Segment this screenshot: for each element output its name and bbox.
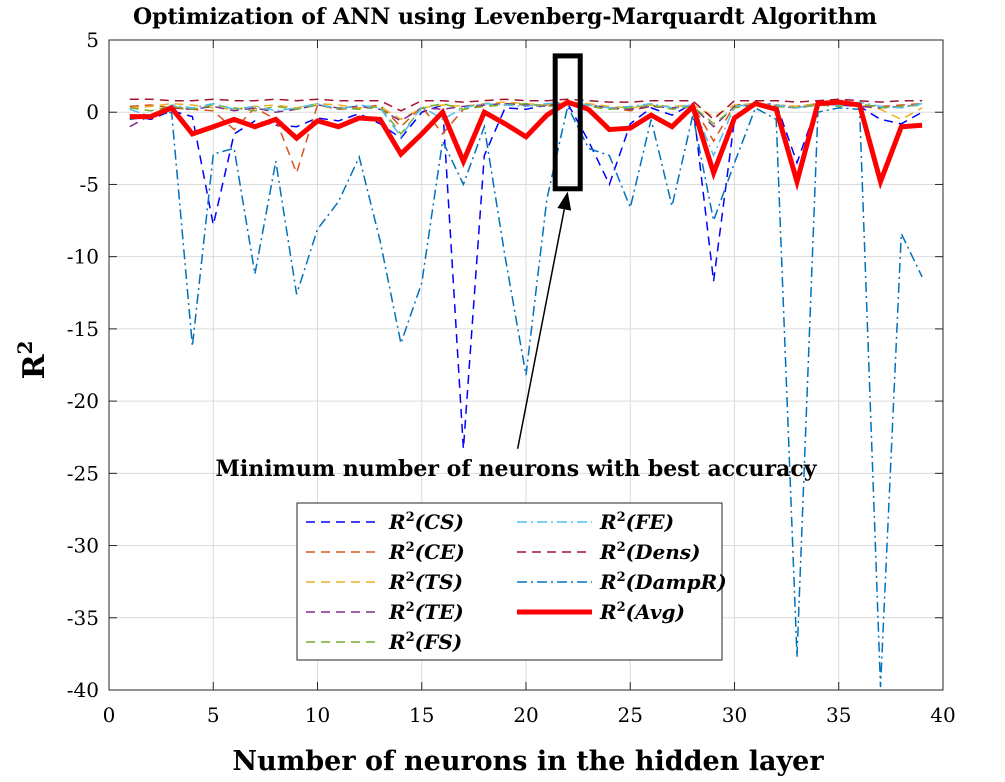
series-line-fe <box>129 101 923 158</box>
x-tick-label: 20 <box>513 703 538 727</box>
legend-label-arg: (DampR) <box>626 570 727 594</box>
legend-label-te: R2(TE) <box>388 600 464 624</box>
legend-label-base: R <box>388 510 406 534</box>
y-tick-label: -5 <box>80 172 99 196</box>
chart-title: Optimization of ANN using Levenberg-Marq… <box>133 4 877 30</box>
y-axis-label: R2 <box>13 341 52 380</box>
x-tick-label: 25 <box>618 703 643 727</box>
x-tick-label: 15 <box>409 703 434 727</box>
y-tick-label: 5 <box>86 28 99 52</box>
legend-label-arg: (CE) <box>415 540 465 564</box>
legend-label-avg: R2(Avg) <box>599 600 685 624</box>
legend-label-base: R <box>599 600 617 624</box>
annotation: Minimum number of neurons with best accu… <box>215 53 818 482</box>
series-line-fs <box>129 102 923 136</box>
legend-label-base: R <box>599 570 617 594</box>
legend-label-sup: 2 <box>406 570 415 585</box>
legend: R2(CS)R2(CE)R2(TS)R2(TE)R2(FS)R2(FE)R2(D… <box>296 502 727 661</box>
legend-label-ts: R2(TS) <box>388 570 463 594</box>
x-tick-label: 30 <box>722 703 747 727</box>
legend-label-fe: R2(FE) <box>599 510 674 534</box>
legend-label-sup: 2 <box>406 540 415 555</box>
series-line-dampr <box>129 104 923 688</box>
series-line-avg <box>129 99 923 191</box>
x-axis-label: Number of neurons in the hidden layer <box>232 746 824 777</box>
x-tick-label: 5 <box>207 703 220 727</box>
x-tick-label: 10 <box>305 703 330 727</box>
legend-items: R2(CS)R2(CE)R2(TS)R2(TE)R2(FS)R2(FE)R2(D… <box>306 510 727 654</box>
axis-ticks: 0 5 10 15 20 25 30 35 40 5 0 -5 -10 -15 -20 -25 -30 -35 -4… <box>67 28 956 727</box>
legend-label-sup: 2 <box>617 600 626 615</box>
legend-label-arg: (Dens) <box>626 540 701 564</box>
legend-label-dampr: R2(DampR) <box>599 570 727 594</box>
legend-label-sup: 2 <box>617 540 626 555</box>
x-tick-label: 35 <box>826 703 851 727</box>
y-tick-label: -35 <box>67 606 99 630</box>
legend-label-sup: 2 <box>617 510 626 525</box>
legend-label-arg: (CS) <box>415 510 464 534</box>
legend-label-arg: (TE) <box>415 600 464 624</box>
legend-label-base: R <box>388 540 406 564</box>
legend-label-ce: R2(CE) <box>388 540 465 564</box>
legend-label-fs: R2(FS) <box>388 630 462 654</box>
legend-label-base: R <box>599 510 617 534</box>
y-tick-label: -20 <box>67 389 99 413</box>
annotation-arrow <box>516 209 565 449</box>
annotation-text: Minimum number of neurons with best accu… <box>215 456 817 482</box>
y-tick-label: -15 <box>67 317 99 341</box>
y-tick-label: -10 <box>67 245 99 269</box>
legend-label-arg: (FE) <box>626 510 674 534</box>
legend-label-cs: R2(CS) <box>388 510 464 534</box>
x-tick-label: 40 <box>930 703 955 727</box>
series-lines <box>129 98 923 688</box>
x-tick-label: 0 <box>103 703 116 727</box>
legend-label-base: R <box>599 540 617 564</box>
y-axis-label-sup: 2 <box>13 341 37 355</box>
legend-label-base: R <box>388 630 406 654</box>
y-tick-label: -25 <box>67 461 99 485</box>
series-line-dens <box>129 98 923 121</box>
legend-label-arg: (Avg) <box>626 600 685 624</box>
y-axis-label-base: R <box>17 353 52 379</box>
y-tick-label: 0 <box>86 100 99 124</box>
legend-label-base: R <box>388 600 406 624</box>
legend-label-sup: 2 <box>406 630 415 645</box>
legend-label-sup: 2 <box>617 570 626 585</box>
y-tick-label: -40 <box>67 678 99 702</box>
annotation-arrowhead <box>557 191 572 211</box>
legend-label-arg: (FS) <box>415 630 463 654</box>
highlight-box <box>552 53 583 192</box>
legend-label-arg: (TS) <box>415 570 463 594</box>
y-tick-label: -30 <box>67 534 99 558</box>
legend-label-dens: R2(Dens) <box>599 540 700 564</box>
legend-label-base: R <box>388 570 406 594</box>
legend-label-sup: 2 <box>406 600 415 615</box>
legend-label-sup: 2 <box>406 510 415 525</box>
